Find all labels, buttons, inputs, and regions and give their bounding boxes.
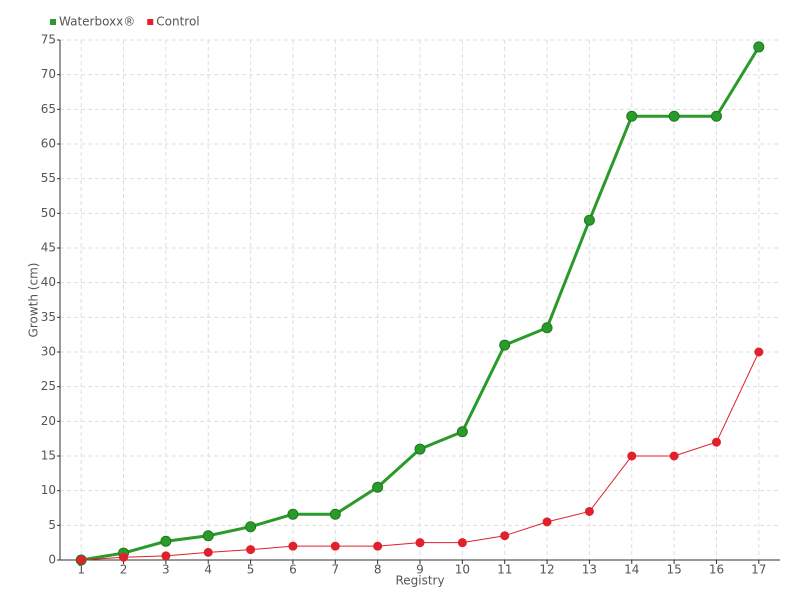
data-point [456,426,468,438]
data-point [710,110,722,122]
y-tick-label: 5 [48,518,56,532]
data-point [669,451,679,461]
x-tick-label: 12 [539,563,554,577]
x-tick-label: 8 [374,563,382,577]
data-point [711,437,721,447]
data-point [415,538,425,548]
data-point [288,541,298,551]
y-tick-label: 55 [41,171,56,185]
data-point [414,443,426,455]
y-tick-label: 65 [41,102,56,116]
x-axis-label: Registry [395,574,444,588]
x-tick-label: 4 [204,563,212,577]
x-tick-label: 11 [497,563,512,577]
y-tick-label: 35 [41,310,56,324]
y-axis-label: Growth (cm) [27,263,41,338]
y-tick-label: 45 [41,241,56,255]
data-point [584,506,594,516]
x-tick-label: 9 [416,563,424,577]
legend-swatch [147,19,154,25]
y-tick-label: 0 [48,553,56,567]
data-point [76,555,86,565]
x-tick-label: 15 [666,563,681,577]
data-point [203,547,213,557]
data-point [330,541,340,551]
data-point [373,541,383,551]
data-point [246,545,256,555]
x-tick-label: 6 [289,563,297,577]
data-point [668,110,680,122]
x-tick-label: 16 [709,563,724,577]
x-tick-label: 1 [77,563,85,577]
x-tick-label: 10 [455,563,470,577]
legend-label: Control [156,15,199,29]
data-point [329,508,341,520]
x-tick-label: 3 [162,563,170,577]
x-tick-label: 7 [331,563,339,577]
x-tick-label: 14 [624,563,639,577]
data-point [583,214,595,226]
data-point [627,451,637,461]
data-point [161,551,171,561]
data-point [287,508,299,520]
data-point [119,552,129,562]
y-tick-label: 30 [41,345,56,359]
data-point [754,347,764,357]
y-tick-label: 60 [41,137,56,151]
y-tick-label: 70 [41,67,56,81]
data-point [202,530,214,542]
data-point [372,481,384,493]
data-point [541,322,553,334]
y-tick-label: 25 [41,379,56,393]
y-tick-label: 20 [41,414,56,428]
y-tick-label: 10 [41,483,56,497]
data-point [160,535,172,547]
data-point [457,538,467,548]
x-tick-label: 17 [751,563,766,577]
legend-swatch [50,19,56,25]
data-point [500,531,510,541]
data-point [499,339,511,351]
data-point [245,521,257,533]
x-tick-label: 2 [120,563,128,577]
data-point [753,41,765,53]
legend-label: Waterboxx® [59,15,135,29]
x-tick-label: 5 [247,563,255,577]
y-tick-label: 50 [41,206,56,220]
y-tick-label: 15 [41,449,56,463]
y-tick-label: 75 [41,33,56,47]
x-tick-label: 13 [582,563,597,577]
data-point [626,110,638,122]
data-point [542,517,552,527]
y-tick-label: 40 [41,275,56,289]
